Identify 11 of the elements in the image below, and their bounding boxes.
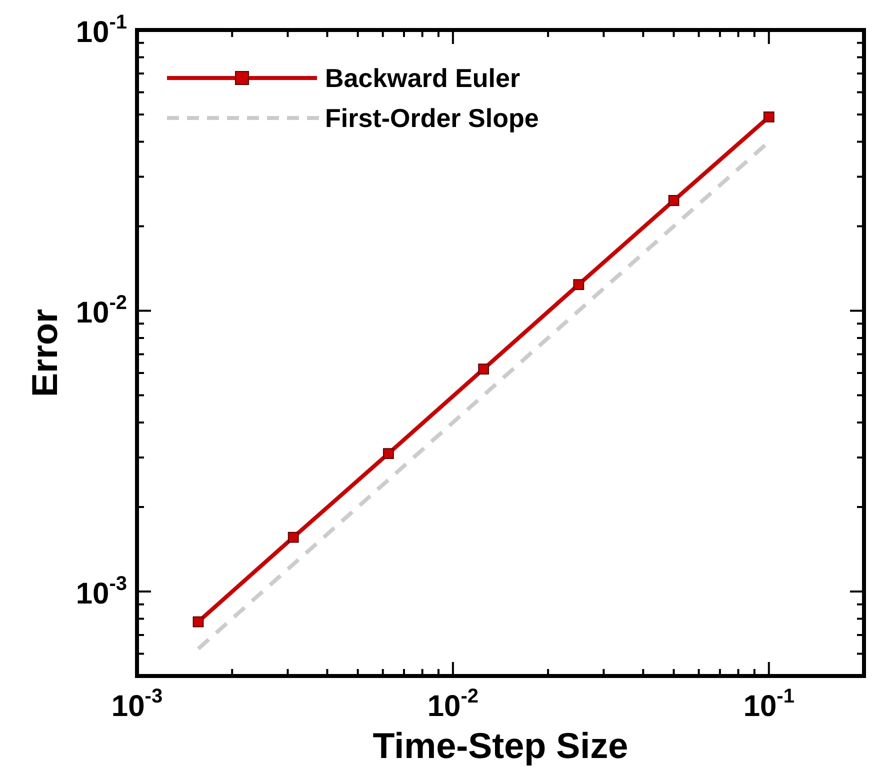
point — [763, 112, 774, 122]
point — [668, 195, 680, 206]
y-axis-title: Error — [24, 308, 65, 398]
point — [478, 364, 490, 374]
point — [288, 532, 299, 543]
point — [383, 448, 394, 459]
legend-label: Backward Euler — [325, 62, 520, 94]
point — [573, 279, 584, 290]
legend-label: First-Order Slope — [325, 102, 539, 134]
point — [192, 616, 204, 628]
x-axis-title: Time-Step Size — [372, 725, 628, 766]
